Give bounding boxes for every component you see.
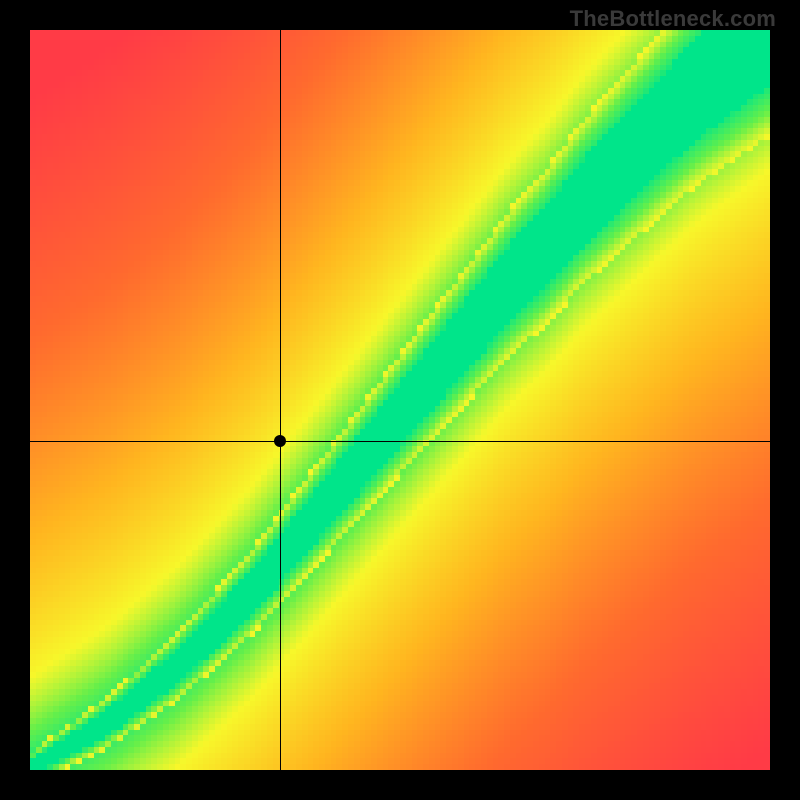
crosshair-marker <box>274 435 286 447</box>
crosshair-horizontal <box>30 441 770 442</box>
heatmap-canvas <box>30 30 770 770</box>
crosshair-vertical <box>280 30 281 770</box>
chart-container: TheBottleneck.com <box>0 0 800 800</box>
plot-area <box>30 30 770 770</box>
watermark-text: TheBottleneck.com <box>570 6 776 32</box>
